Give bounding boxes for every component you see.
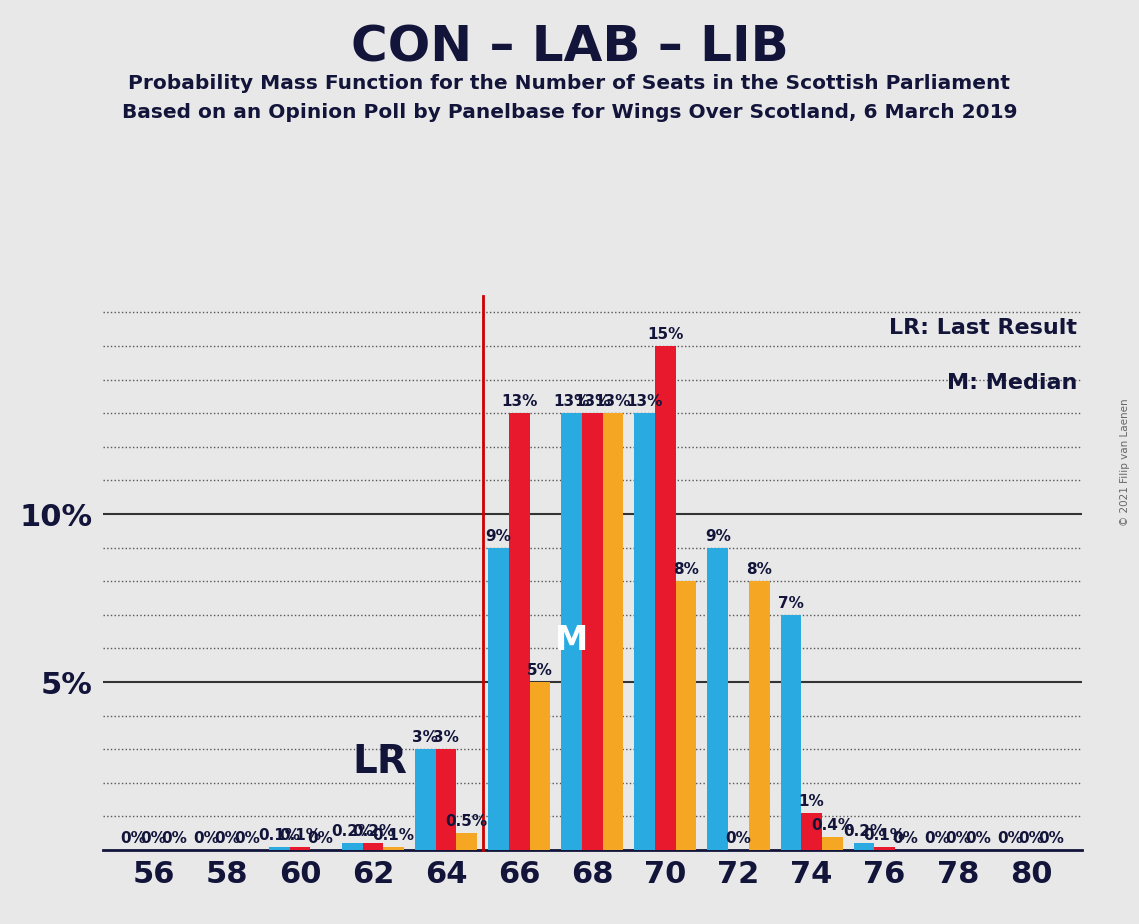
Text: 0.1%: 0.1%	[279, 828, 321, 843]
Bar	[289, 846, 310, 850]
Text: 0%: 0%	[120, 831, 146, 846]
Bar	[415, 749, 436, 850]
Bar	[509, 413, 530, 850]
Text: 0%: 0%	[726, 831, 752, 846]
Text: 0%: 0%	[162, 831, 187, 846]
Bar	[582, 413, 603, 850]
Text: Based on an Opinion Poll by Panelbase for Wings Over Scotland, 6 March 2019: Based on an Opinion Poll by Panelbase fo…	[122, 103, 1017, 123]
Bar	[530, 682, 550, 850]
Text: 0%: 0%	[998, 831, 1023, 846]
Bar	[342, 844, 362, 850]
Text: LR: Last Result: LR: Last Result	[890, 318, 1077, 338]
Text: 0%: 0%	[1039, 831, 1065, 846]
Text: 0%: 0%	[141, 831, 166, 846]
Text: 3%: 3%	[433, 730, 459, 746]
Text: 0.2%: 0.2%	[352, 824, 394, 839]
Text: M: Median: M: Median	[947, 373, 1077, 394]
Bar	[634, 413, 655, 850]
Text: 0.4%: 0.4%	[811, 818, 853, 833]
Bar	[748, 581, 770, 850]
Text: 15%: 15%	[647, 327, 683, 342]
Bar	[655, 346, 675, 850]
Bar	[362, 844, 384, 850]
Text: CON – LAB – LIB: CON – LAB – LIB	[351, 23, 788, 71]
Text: 0%: 0%	[308, 831, 334, 846]
Text: 7%: 7%	[778, 596, 804, 611]
Text: 13%: 13%	[595, 395, 631, 409]
Text: 0%: 0%	[1018, 831, 1043, 846]
Bar	[780, 614, 801, 850]
Text: 0%: 0%	[893, 831, 918, 846]
Bar	[562, 413, 582, 850]
Text: 13%: 13%	[501, 395, 538, 409]
Text: 3%: 3%	[412, 730, 439, 746]
Text: 8%: 8%	[746, 562, 772, 578]
Text: 13%: 13%	[626, 395, 663, 409]
Text: 9%: 9%	[705, 529, 731, 543]
Bar	[436, 749, 457, 850]
Text: 0%: 0%	[924, 831, 950, 846]
Text: LR: LR	[353, 743, 408, 781]
Text: 0%: 0%	[966, 831, 991, 846]
Text: 0.1%: 0.1%	[372, 828, 415, 843]
Text: 0%: 0%	[214, 831, 239, 846]
Text: 0.5%: 0.5%	[445, 814, 487, 829]
Text: 8%: 8%	[673, 562, 699, 578]
Bar	[801, 813, 822, 850]
Bar	[489, 548, 509, 850]
Bar	[269, 846, 289, 850]
Text: 1%: 1%	[798, 794, 825, 809]
Bar	[603, 413, 623, 850]
Text: Probability Mass Function for the Number of Seats in the Scottish Parliament: Probability Mass Function for the Number…	[129, 74, 1010, 93]
Bar	[675, 581, 696, 850]
Bar	[875, 846, 895, 850]
Bar	[384, 846, 404, 850]
Text: © 2021 Filip van Laenen: © 2021 Filip van Laenen	[1120, 398, 1130, 526]
Bar	[457, 833, 477, 850]
Text: 0%: 0%	[194, 831, 219, 846]
Text: 9%: 9%	[485, 529, 511, 543]
Text: 13%: 13%	[574, 395, 611, 409]
Text: 0%: 0%	[235, 831, 261, 846]
Text: 0%: 0%	[945, 831, 970, 846]
Text: 0.2%: 0.2%	[843, 824, 885, 839]
Text: 0.2%: 0.2%	[331, 824, 374, 839]
Bar	[822, 836, 843, 850]
Bar	[707, 548, 728, 850]
Text: 13%: 13%	[554, 395, 590, 409]
Text: M: M	[555, 624, 588, 657]
Text: 5%: 5%	[527, 663, 552, 678]
Text: 0.1%: 0.1%	[863, 828, 906, 843]
Text: 0.1%: 0.1%	[259, 828, 301, 843]
Bar	[853, 844, 875, 850]
